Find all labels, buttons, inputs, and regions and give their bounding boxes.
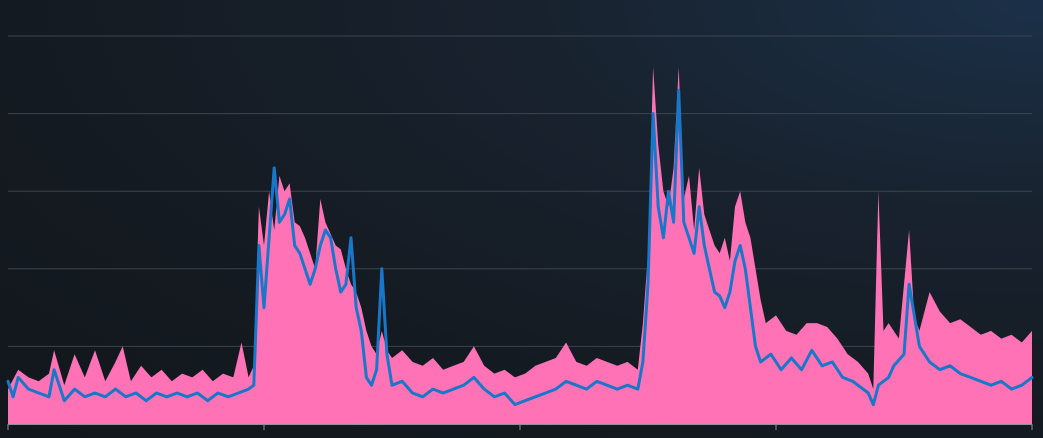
area-series-1 bbox=[8, 67, 1032, 424]
line-series-2 bbox=[6, 88, 1034, 407]
grid-layer bbox=[8, 35, 1032, 347]
series-layer bbox=[6, 67, 1034, 424]
axis-layer bbox=[7, 424, 1033, 430]
